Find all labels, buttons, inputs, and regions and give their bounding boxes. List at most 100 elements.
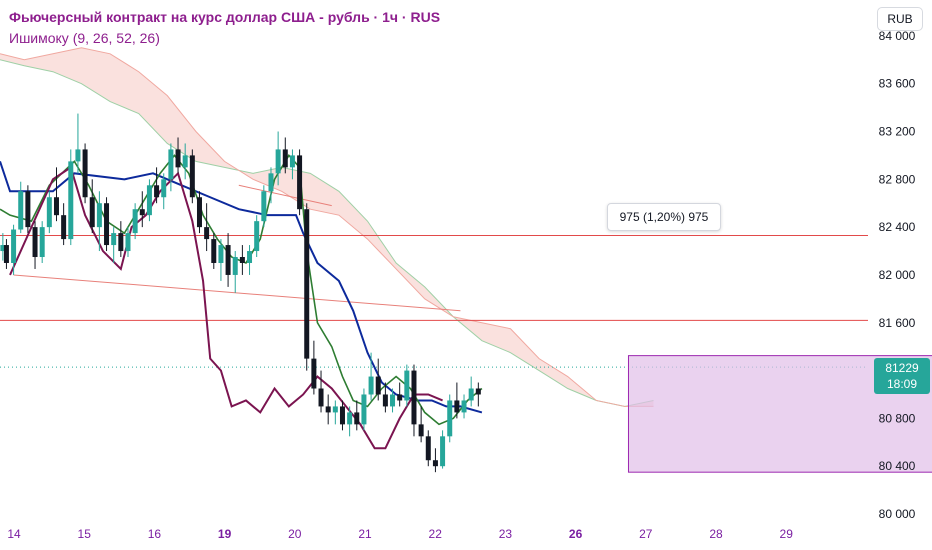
candlesticks [0, 113, 481, 473]
candle-body-32 [225, 245, 231, 275]
chart-title: Фьючерсный контракт на курс доллар США -… [9, 9, 441, 25]
candle-body-42 [297, 155, 303, 210]
candle-body-59 [418, 424, 424, 437]
chikou-line [9, 165, 443, 450]
candle-body-41 [289, 155, 295, 168]
candle-body-45 [318, 388, 324, 407]
indicator-legend[interactable]: Ишимоку (9, 26, 52, 26) [9, 30, 160, 46]
candle-body-67 [475, 388, 481, 395]
candle-body-29 [204, 227, 210, 240]
candle-body-63 [447, 400, 453, 437]
candle-body-20 [139, 209, 145, 216]
y-tick-label-3: 82 800 [879, 172, 916, 186]
candle-body-9 [61, 215, 67, 240]
candle-body-53 [375, 376, 381, 395]
candle-body-50 [354, 412, 360, 425]
candle-body-3 [18, 191, 24, 230]
candle-body-43 [304, 209, 310, 359]
candle-body-30 [211, 239, 217, 263]
candle-body-18 [125, 233, 131, 252]
x-tick-label-10: 28 [709, 527, 723, 541]
candle-body-12 [82, 149, 88, 198]
x-tick-label-9: 27 [639, 527, 653, 541]
candle-body-52 [368, 376, 374, 395]
candle-body-10 [68, 161, 74, 240]
x-tick-label-1: 15 [78, 527, 92, 541]
candle-body-26 [182, 155, 188, 168]
candle-body-37 [261, 191, 267, 222]
y-tick-label-6: 81 600 [879, 316, 916, 330]
x-tick-label-11: 29 [780, 527, 794, 541]
candle-body-60 [425, 436, 431, 461]
candle-body-44 [311, 358, 317, 389]
candle-body-64 [454, 400, 460, 413]
candle-body-56 [397, 394, 403, 401]
candle-body-39 [275, 149, 281, 174]
x-tick-label-4: 20 [288, 527, 302, 541]
candle-body-21 [146, 185, 152, 216]
candle-body-8 [53, 197, 59, 216]
candle-body-19 [132, 209, 138, 234]
candle-body-55 [390, 394, 396, 407]
candle-body-35 [247, 251, 253, 263]
candle-body-1 [3, 245, 9, 263]
candle-body-38 [268, 173, 274, 192]
y-tick-label-8: 80 400 [879, 459, 916, 473]
candle-body-5 [32, 227, 38, 258]
x-tick-label-7: 23 [499, 527, 513, 541]
candle-body-48 [339, 406, 345, 425]
x-tick-label-3: 19 [218, 527, 232, 541]
candle-body-0 [0, 245, 6, 252]
x-tick-label-5: 21 [358, 527, 372, 541]
candle-body-51 [361, 394, 367, 425]
candle-body-11 [75, 149, 81, 162]
y-tick-label-2: 83 200 [879, 124, 916, 138]
candle-body-58 [411, 370, 417, 425]
candle-body-47 [332, 406, 338, 413]
currency-button[interactable]: RUB [877, 7, 923, 31]
candle-body-62 [440, 436, 446, 467]
y-tick-label-4: 82 400 [879, 220, 916, 234]
candle-body-17 [118, 233, 124, 252]
y-tick-label-9: 80 000 [879, 507, 916, 521]
time-axis[interactable]: 14 15 16 19 20 21 22 23 26 27 28 29 [7, 527, 793, 541]
senkou-b-line [0, 47, 654, 407]
last-price-tag: 81229 18:09 [874, 358, 930, 394]
trendline-0 [13, 274, 461, 312]
y-tick-label-0: 84 000 [879, 29, 916, 43]
last-price-value: 81229 [885, 361, 919, 375]
candle-body-13 [89, 197, 95, 228]
bar-countdown: 18:09 [886, 377, 918, 391]
candle-body-25 [175, 149, 181, 168]
y-tick-label-5: 82 000 [879, 268, 916, 282]
candle-body-65 [461, 400, 467, 413]
candle-body-4 [25, 191, 31, 228]
candle-body-66 [468, 388, 474, 401]
candle-body-54 [382, 394, 388, 407]
candle-body-27 [189, 155, 195, 198]
candle-body-23 [161, 179, 167, 198]
senkou-a-line [0, 59, 654, 407]
candle-body-6 [39, 227, 45, 258]
candle-body-14 [96, 203, 102, 228]
candle-body-40 [282, 149, 288, 168]
trendline-1 [238, 184, 332, 207]
candle-body-57 [404, 370, 410, 401]
candle-body-28 [196, 197, 202, 228]
candle-body-34 [239, 257, 245, 263]
horizontal-levels [0, 184, 868, 368]
candle-body-61 [432, 460, 438, 467]
candle-body-36 [254, 221, 260, 252]
candle-body-49 [347, 412, 353, 425]
candle-body-24 [168, 149, 174, 180]
x-tick-label-8: 26 [569, 527, 583, 541]
cloud-area [0, 47, 654, 407]
price-axis[interactable]: 84 000 83 600 83 200 82 800 82 400 82 000 81 6… [879, 29, 916, 521]
candle-body-15 [104, 203, 110, 246]
candle-body-7 [46, 197, 52, 228]
x-tick-label-0: 14 [7, 527, 21, 541]
candle-body-31 [218, 245, 224, 263]
measure-label: 975 (1,20%) 975 [607, 203, 721, 231]
